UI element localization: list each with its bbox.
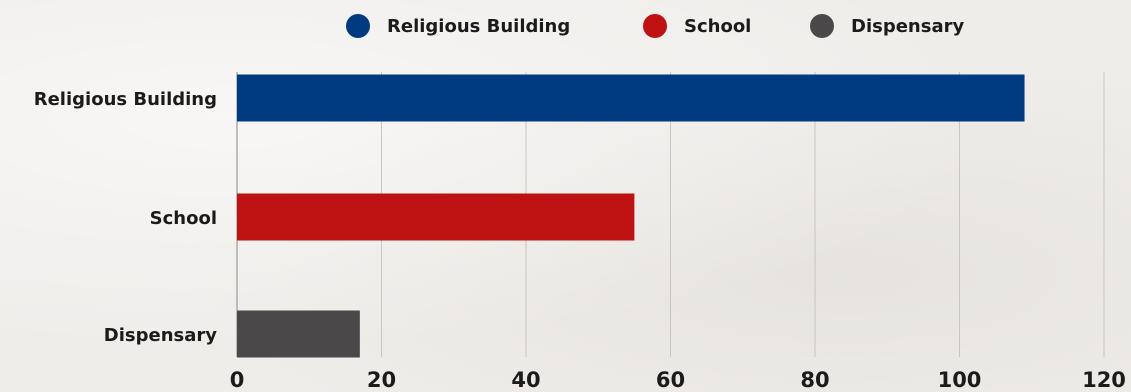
- category-label-religious-building: Religious Building: [34, 89, 217, 110]
- legend-marker-dispensary: [810, 14, 834, 38]
- category-label-dispensary: Dispensary: [104, 325, 217, 346]
- legend-label-religious-building: Religious Building: [387, 16, 570, 37]
- x-axis-ticks: 0 20 40 60 80 100 120: [230, 368, 1126, 392]
- legend-label-dispensary: Dispensary: [851, 16, 964, 37]
- x-tick-label-0: 0: [230, 368, 245, 392]
- category-labels: Religious Building School Dispensary: [34, 89, 218, 346]
- x-tick-label-120: 120: [1082, 368, 1126, 392]
- legend: Religious Building School Dispensary: [346, 14, 964, 38]
- x-tick-label-40: 40: [511, 368, 540, 392]
- x-tick-label-80: 80: [800, 368, 829, 392]
- category-label-school: School: [150, 208, 217, 229]
- bar-dispensary: [237, 310, 360, 358]
- bar-school: [237, 193, 635, 241]
- x-tick-label-100: 100: [938, 368, 982, 392]
- legend-marker-school: [643, 14, 667, 38]
- legend-marker-religious-building: [346, 14, 370, 38]
- x-tick-label-60: 60: [656, 368, 685, 392]
- bars: [237, 74, 1025, 358]
- legend-label-school: School: [684, 16, 751, 37]
- bar-religious-building: [237, 74, 1025, 122]
- x-tick-label-20: 20: [367, 368, 396, 392]
